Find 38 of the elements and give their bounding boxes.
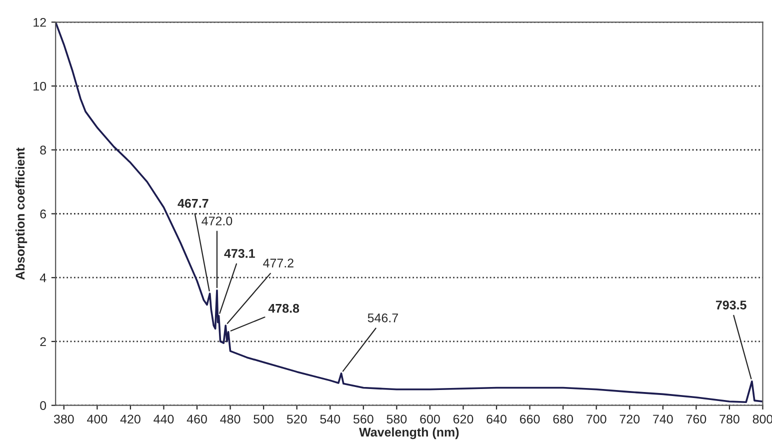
x-tick-label: 600: [420, 414, 440, 424]
x-tick-label: 760: [686, 414, 706, 424]
x-tick-label: 460: [186, 414, 207, 424]
y-tick-label: 12: [34, 18, 46, 27]
x-tick-label: 400: [87, 414, 108, 424]
x-tick-label: 480: [220, 414, 240, 424]
x-tick-label: 580: [386, 414, 407, 424]
x-tick-label: 700: [586, 414, 606, 424]
x-tick-label: 640: [486, 414, 506, 424]
x-tick-label: 620: [453, 414, 474, 424]
x-tick-label: 680: [553, 414, 574, 424]
y-tick-label: 6: [40, 210, 46, 218]
y-axis-title: Absorption coefficient: [15, 148, 28, 280]
annotation: 793.5: [716, 300, 746, 310]
annotation: 478.8: [268, 304, 300, 313]
y-tick-label: 0: [40, 401, 46, 410]
x-tick-label: 540: [320, 414, 340, 424]
annotation: 467.7: [178, 198, 208, 208]
x-tick-label: 660: [520, 414, 540, 424]
x-tick-label: 560: [353, 414, 374, 424]
x-tick-label: 780: [720, 414, 740, 424]
y-tick-label: 4: [40, 274, 46, 282]
y-tick-label: 8: [40, 146, 46, 155]
line-series: [56, 22, 763, 404]
x-tick-label: 440: [154, 414, 174, 424]
annotation: 477.2: [263, 258, 294, 268]
x-tick-label: 720: [620, 414, 640, 424]
x-tick-label: 500: [254, 414, 274, 424]
y-tick-label: 2: [40, 337, 46, 346]
x-tick-label: 380: [54, 414, 74, 424]
x-tick-label: 420: [120, 414, 140, 424]
y-tick-label: 10: [34, 82, 46, 91]
annotation: 472.0: [202, 216, 232, 226]
x-axis-title: Wavelength (nm): [359, 427, 459, 440]
x-tick-label: 520: [286, 414, 307, 424]
annotation: 473.1: [224, 249, 255, 258]
annotation: 546.7: [368, 313, 398, 322]
x-tick-label: 740: [653, 414, 673, 424]
